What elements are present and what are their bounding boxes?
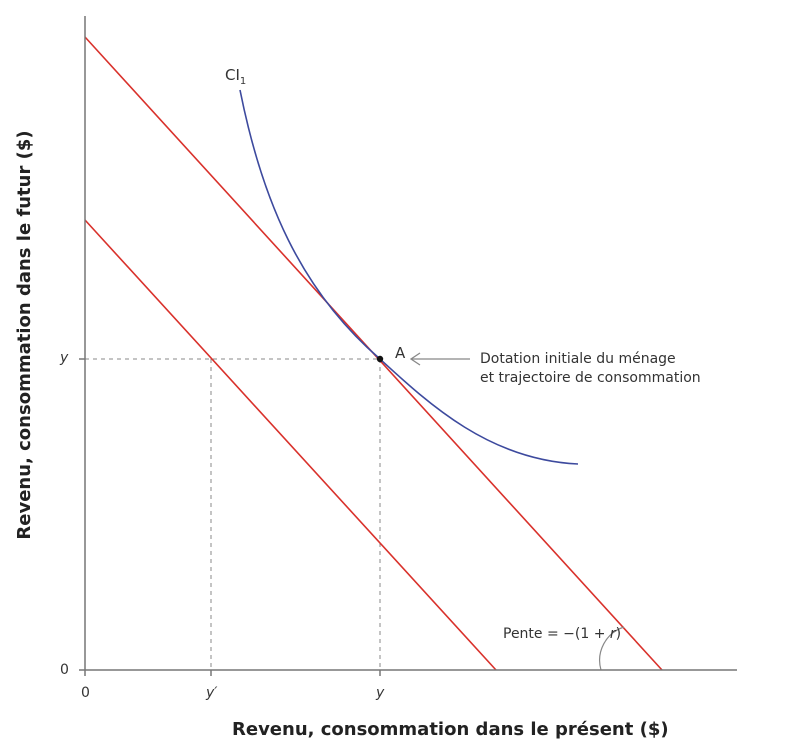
point-a-label: A <box>395 344 406 362</box>
x-tick-label-y: y <box>376 685 385 701</box>
curve-label-ci1: CI1 <box>225 68 246 87</box>
x-tick-label-0: 0 <box>81 685 90 701</box>
slope-angle-arc <box>599 626 625 671</box>
y-tick-label-0: 0 <box>60 662 69 678</box>
annotation-line-2: et trajectoire de consommation <box>480 370 701 386</box>
slope-label: Pente = −(1 + r) <box>503 627 621 641</box>
curve-label-subscript: 1 <box>239 76 247 87</box>
slope-label-suffix: ) <box>615 626 622 642</box>
endowment-annotation: Dotation initiale du ménage et trajectoi… <box>480 350 701 388</box>
x-tick-label-yprime: y′ <box>206 685 218 701</box>
slope-label-prefix: Pente = −(1 + <box>503 626 610 642</box>
annotation-line-1: Dotation initiale du ménage <box>480 351 676 367</box>
budget-line-lower <box>84 219 497 671</box>
y-tick-label-y: y <box>60 350 69 366</box>
arrow-head-icon <box>409 352 421 366</box>
curve-label-text: CI <box>225 66 240 84</box>
y-axis-title: Revenu, consommation dans le futur ($) <box>14 130 35 540</box>
indifference-curve-ci1 <box>239 89 579 465</box>
slope-label-var: r <box>609 626 616 642</box>
x-axis-title: Revenu, consommation dans le présent ($) <box>232 719 669 740</box>
point-a-marker <box>376 355 384 363</box>
